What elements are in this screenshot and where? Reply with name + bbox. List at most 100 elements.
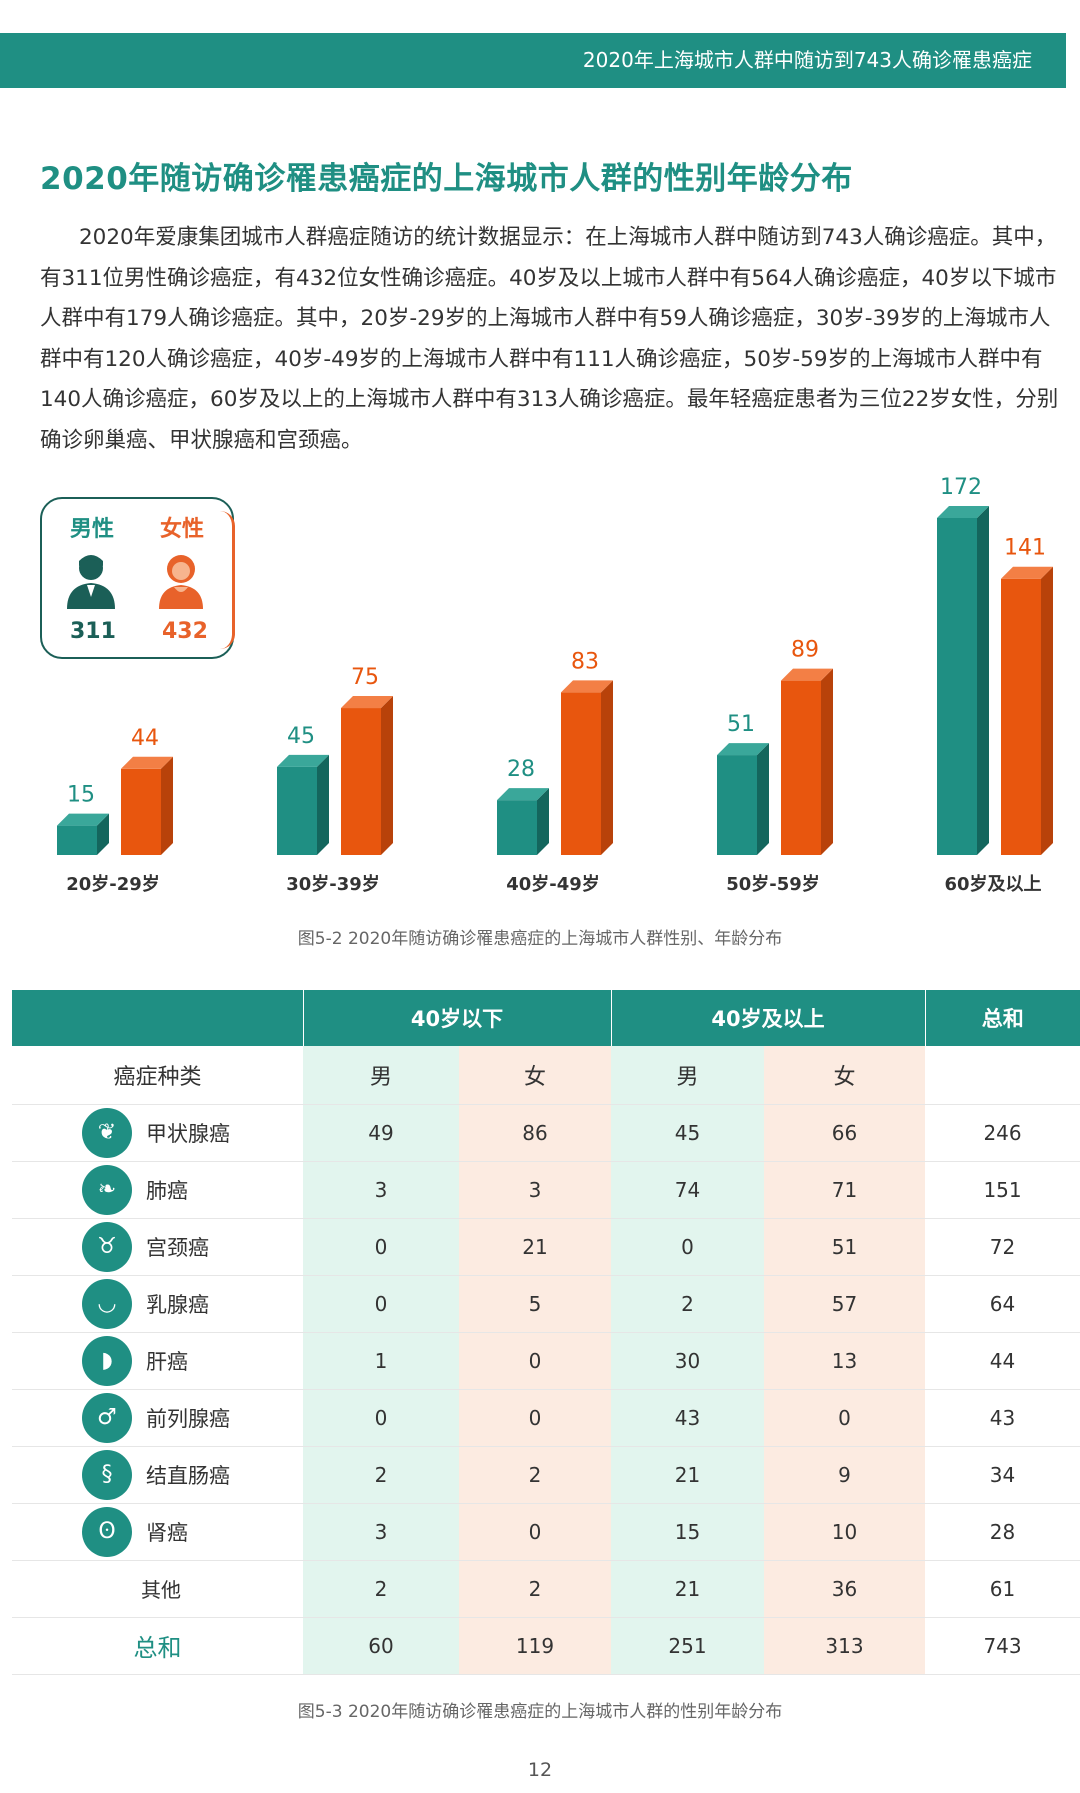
table-row: ♂ 前列腺癌 0 0 43 0 43 bbox=[12, 1389, 1080, 1446]
cancer-type-name: 乳腺癌 bbox=[146, 1292, 209, 1317]
cell-over40-male: 74 bbox=[611, 1161, 765, 1218]
cell-over40-female: 71 bbox=[764, 1161, 926, 1218]
cell-under40-female: 0 bbox=[459, 1332, 612, 1389]
cell-over40-female: 13 bbox=[764, 1332, 926, 1389]
cell-total: 44 bbox=[989, 1348, 1016, 1373]
cell-over40-female: 10 bbox=[764, 1503, 926, 1560]
x-tick-label: 60岁及以上 bbox=[944, 873, 1041, 895]
cancer-type-table: 40岁以下 40岁及以上 总和 癌症种类 男 女 男 女 ❦ 甲状腺癌 49 86 45… bbox=[12, 990, 1080, 1675]
age-gender-bar-chart: 15 44 20岁-29岁 45 75 30岁-39岁 28 83 40岁-49岁 51 89 50岁… bbox=[57, 475, 1053, 895]
table-header-blank bbox=[12, 990, 304, 1046]
cell-under40-male: 3 bbox=[303, 1161, 459, 1218]
female-person-icon bbox=[159, 555, 203, 609]
cell-under40-female: 0 bbox=[459, 1503, 612, 1560]
male-person-icon bbox=[67, 555, 115, 609]
cancer-type-cell: ❧ 肺癌 bbox=[12, 1161, 303, 1218]
data-label-female-3: 89 bbox=[791, 638, 819, 663]
header-40-and-over: 40岁及以上 bbox=[611, 990, 926, 1046]
male-label: 男性 bbox=[70, 517, 115, 542]
cancer-type-name: 肺癌 bbox=[146, 1178, 188, 1203]
table-total-row: 总和 60 119 251 313 743 bbox=[12, 1617, 1080, 1674]
uterus-icon: ♉ bbox=[82, 1221, 132, 1272]
cell-under40-female: 21 bbox=[459, 1218, 612, 1275]
cell-total: 34 bbox=[989, 1462, 1016, 1487]
cell-under40-female: 2 bbox=[459, 1446, 612, 1503]
section-title: 2020年随访确诊罹患癌症的上海城市人群的性别年龄分布 bbox=[40, 161, 853, 197]
cell-under40-female: 5 bbox=[459, 1275, 612, 1332]
thyroid-icon: ❦ bbox=[82, 1107, 132, 1158]
bar-male-4 bbox=[937, 506, 989, 855]
cell-under40-female: 2 bbox=[459, 1560, 612, 1617]
data-label-male-1: 45 bbox=[287, 724, 315, 749]
cell-over40-male: 45 bbox=[611, 1104, 765, 1161]
cancer-type-cell: ʘ 肾癌 bbox=[12, 1503, 303, 1560]
page-number: 12 bbox=[527, 1759, 553, 1781]
x-tick-label: 30岁-39岁 bbox=[286, 873, 380, 895]
kidney-icon: ʘ bbox=[82, 1506, 132, 1557]
bar-male-2 bbox=[497, 788, 549, 855]
header-band: 2020年上海城市人群中随访到743人确诊罹患癌症 bbox=[0, 33, 1066, 88]
cell-under40-female: 0 bbox=[459, 1389, 612, 1446]
male-count: 311 bbox=[70, 619, 116, 644]
table-row: ʘ 肾癌 3 0 15 10 28 bbox=[12, 1503, 1080, 1560]
cell-over40-female: 57 bbox=[764, 1275, 926, 1332]
total-label: 总和 bbox=[133, 1634, 182, 1662]
cell-over40-male: 21 bbox=[611, 1446, 765, 1503]
data-label-male-3: 51 bbox=[727, 712, 755, 737]
table-row: ❧ 肺癌 3 3 74 71 151 bbox=[12, 1161, 1080, 1218]
subheader-female-over40: 女 bbox=[764, 1046, 926, 1104]
cancer-type-name: 前列腺癌 bbox=[146, 1406, 230, 1431]
data-label-male-2: 28 bbox=[507, 757, 535, 782]
cancer-type-name: 结直肠癌 bbox=[146, 1463, 230, 1488]
x-tick-label: 40岁-49岁 bbox=[506, 873, 600, 895]
intro-paragraph: 2020年爱康集团城市人群癌症随访的统计数据显示：在上海城市人群中随访到743人… bbox=[40, 225, 1059, 453]
gender-summary-box: 男性 女性 311 432 bbox=[40, 497, 235, 659]
cell-over40-female: 36 bbox=[764, 1560, 926, 1617]
data-label-male-4: 172 bbox=[940, 475, 982, 500]
cell-over40-male: 43 bbox=[611, 1389, 765, 1446]
bar-male-0 bbox=[57, 813, 109, 855]
table-row: 其他 2 2 21 36 61 bbox=[12, 1560, 1080, 1617]
data-label-female-1: 75 bbox=[351, 665, 379, 690]
cancer-type-cell: ◡ 乳腺癌 bbox=[12, 1275, 303, 1332]
cell-under40-male: 0 bbox=[303, 1275, 459, 1332]
table-caption: 图5-3 2020年随访确诊罹患癌症的上海城市人群的性别年龄分布 bbox=[297, 1702, 783, 1722]
cell-total: 43 bbox=[989, 1405, 1016, 1430]
cell-total: 246 bbox=[983, 1120, 1022, 1145]
table-row: ◗ 肝癌 1 0 30 13 44 bbox=[12, 1332, 1080, 1389]
cell-over40-male: 0 bbox=[611, 1218, 765, 1275]
table-row: § 结直肠癌 2 2 21 9 34 bbox=[12, 1446, 1080, 1503]
x-tick-label: 50岁-59岁 bbox=[726, 873, 820, 895]
table-row: ◡ 乳腺癌 0 5 2 57 64 bbox=[12, 1275, 1080, 1332]
table-row: ❦ 甲状腺癌 49 86 45 66 246 bbox=[12, 1104, 1080, 1161]
female-label: 女性 bbox=[160, 517, 205, 542]
cancer-type-name: 宫颈癌 bbox=[146, 1235, 209, 1260]
cell-total: 64 bbox=[989, 1291, 1016, 1316]
cancer-type-name: 甲状腺癌 bbox=[146, 1121, 230, 1146]
intestine-icon: § bbox=[82, 1449, 132, 1500]
cell-under40-male: 2 bbox=[303, 1446, 459, 1503]
bar-female-1 bbox=[341, 696, 393, 855]
table-subheader-row: 癌症种类 男 女 男 女 bbox=[12, 1046, 1080, 1104]
cell-over40-female: 51 bbox=[764, 1218, 926, 1275]
cancer-type-name: 肾癌 bbox=[146, 1520, 188, 1545]
cell-under40-male: 3 bbox=[303, 1503, 459, 1560]
cell-over40-female: 66 bbox=[764, 1104, 926, 1161]
data-label-female-4: 141 bbox=[1004, 536, 1046, 561]
cell-over40-male: 15 bbox=[611, 1503, 765, 1560]
breast-icon: ◡ bbox=[82, 1278, 132, 1329]
cell-under40-male: 60 bbox=[303, 1617, 459, 1674]
subheader-total-blank bbox=[925, 1046, 1080, 1104]
header-under-40: 40岁以下 bbox=[303, 990, 612, 1046]
cell-over40-male: 251 bbox=[611, 1617, 765, 1674]
cancer-type-name: 其他 bbox=[141, 1578, 181, 1602]
cell-under40-female: 86 bbox=[459, 1104, 612, 1161]
table-row: ♉ 宫颈癌 0 21 0 51 72 bbox=[12, 1218, 1080, 1275]
cell-under40-female: 119 bbox=[459, 1617, 612, 1674]
cell-total: 151 bbox=[983, 1177, 1022, 1202]
category-label: 癌症种类 bbox=[113, 1064, 202, 1090]
bar-female-4 bbox=[1001, 566, 1053, 855]
female-count: 432 bbox=[162, 619, 208, 644]
cell-under40-male: 1 bbox=[303, 1332, 459, 1389]
cell-under40-female: 3 bbox=[459, 1161, 612, 1218]
